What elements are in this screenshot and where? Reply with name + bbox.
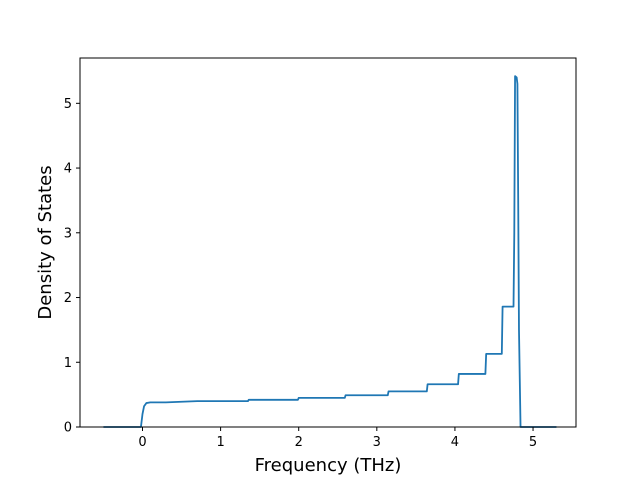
series-line-0 [103, 75, 557, 428]
x-tick-label: 0 [138, 435, 146, 450]
x-tick-label: 5 [529, 435, 537, 450]
series-layer [103, 75, 557, 428]
plot-frame [79, 57, 577, 428]
x-tick-label: 2 [295, 435, 303, 450]
y-axis-title: Density of States [35, 165, 56, 319]
y-tick-label: 0 [64, 421, 72, 436]
x-tick-label: 3 [373, 435, 381, 450]
x-tick-label: 4 [451, 435, 459, 450]
x-axis-title: Frequency (THz) [255, 455, 402, 476]
x-axis-ticks: 0 1 2 3 4 5 [138, 427, 537, 450]
y-axis-ticks: 0 1 2 3 4 5 [64, 97, 80, 436]
y-tick-label: 4 [64, 162, 72, 177]
x-tick-label: 1 [216, 435, 224, 450]
y-tick-label: 3 [64, 226, 72, 241]
y-tick-label: 1 [64, 356, 72, 371]
y-tick-label: 5 [64, 97, 72, 112]
y-tick-label: 2 [64, 291, 72, 306]
